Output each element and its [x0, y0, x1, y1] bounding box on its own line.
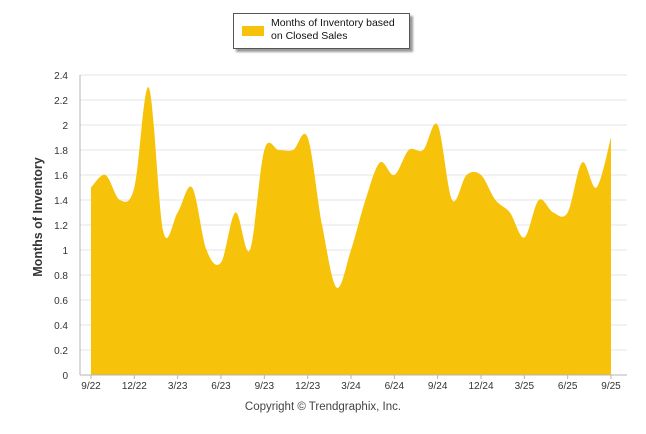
x-tick-label: 12/23	[295, 381, 320, 392]
x-axis-ticks: 9/22 12/22 3/23 6/23 9/23 12/23 3/24 6/24 9/24 12…	[81, 375, 621, 392]
x-tick-label: 3/23	[168, 381, 188, 392]
x-tick-label: 12/22	[122, 381, 147, 392]
copyright-footer: Copyright © Trendgraphix, Inc.	[244, 401, 402, 413]
x-tick-label: 6/23	[211, 381, 231, 392]
legend-swatch	[242, 26, 264, 36]
y-tick-label: 0.6	[54, 296, 68, 307]
y-tick-label: 0	[62, 371, 68, 382]
y-tick-label: 1.4	[54, 196, 68, 207]
x-tick-label: 3/24	[341, 381, 361, 392]
y-tick-label: 0.2	[54, 346, 68, 357]
y-tick-label: 1.8	[54, 146, 68, 157]
y-tick-label: 0.8	[54, 271, 68, 282]
y-tick-label: 2.2	[54, 96, 68, 107]
y-tick-label: 2	[62, 121, 68, 132]
y-tick-label: 0.4	[54, 321, 68, 332]
y-tick-label: 1.6	[54, 171, 68, 182]
y-tick-label: 1.2	[54, 221, 68, 232]
legend: Months of Inventory based on Closed Sale…	[233, 13, 410, 49]
x-tick-label: 6/24	[385, 381, 405, 392]
legend-label: Months of Inventory based on Closed Sale…	[271, 17, 395, 42]
y-axis-ticks: 0 0.2 0.4 0.6 0.8 1 1.2 1.4 1.6 1.8 2 2.2 2.4	[54, 71, 68, 382]
x-tick-label: 12/24	[468, 381, 493, 392]
x-tick-label: 9/22	[81, 381, 101, 392]
x-tick-label: 9/25	[601, 381, 621, 392]
x-tick-label: 9/24	[428, 381, 448, 392]
x-tick-label: 9/23	[255, 381, 275, 392]
area-series	[90, 87, 612, 376]
axes	[79, 75, 627, 376]
x-tick-label: 3/25	[515, 381, 535, 392]
y-axis-title: Months of Inventory	[31, 157, 45, 277]
x-tick-label: 6/25	[558, 381, 578, 392]
y-tick-label: 1	[62, 246, 68, 257]
y-tick-label: 2.4	[54, 71, 68, 82]
area-fill	[91, 87, 611, 376]
